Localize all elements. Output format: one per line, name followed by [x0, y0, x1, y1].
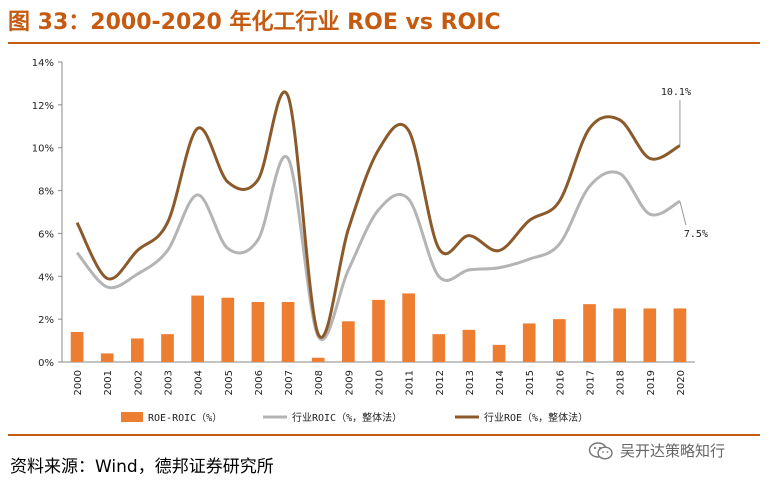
bar-roe-roic [221, 297, 235, 362]
legend-swatch-bar [121, 412, 143, 422]
bar-roe-roic [432, 334, 446, 362]
x-tick-label: 2000 [73, 370, 84, 395]
x-tick-label: 2014 [495, 370, 506, 395]
bar-roe-roic [251, 302, 265, 362]
bar-roe-roic [70, 332, 84, 362]
bar-roe-roic [553, 319, 566, 362]
bar-roe-roic [613, 308, 626, 362]
x-tick-label: 2019 [646, 370, 657, 395]
x-tick-label: 2006 [254, 370, 265, 395]
x-tick-label: 2009 [344, 370, 355, 395]
bar-roe-roic [522, 323, 536, 362]
source-rule [8, 434, 760, 436]
legend-label-roe-roic: ROE-ROIC（%） [148, 412, 222, 424]
y-tick-label: 10% [32, 144, 54, 155]
y-tick-label: 0% [38, 358, 54, 369]
x-tick-label: 2013 [465, 370, 476, 395]
watermark: 吴开达策略知行 [588, 440, 725, 461]
bar-roe-roic [583, 304, 596, 362]
source-note: 资料来源：Wind，德邦证券研究所 [10, 457, 274, 477]
x-tick-label: 2010 [375, 370, 386, 395]
legend-label-roic: 行业ROIC（%，整体法） [292, 411, 402, 424]
bar-roe-roic [281, 302, 295, 362]
x-tick-label: 2004 [194, 370, 205, 395]
bar-roe-roic [191, 295, 204, 362]
x-tick-label: 2003 [164, 370, 175, 395]
x-tick-label: 2008 [314, 370, 325, 395]
bar-roe-roic [402, 293, 415, 362]
bar-roe-roic [372, 299, 385, 362]
bar-roe-roic [643, 308, 657, 362]
y-tick-label: 8% [38, 187, 54, 198]
y-tick-label: 14% [32, 58, 54, 69]
x-tick-label: 2002 [133, 370, 144, 395]
line-roe [75, 90, 681, 339]
wechat-icon [588, 441, 613, 460]
bar-roe-roic [673, 308, 687, 362]
bar-roe-roic [131, 338, 144, 362]
x-tick-label: 2005 [224, 370, 235, 395]
bar-roe-roic [462, 329, 476, 362]
annotation-roe: 10.1% [661, 87, 691, 98]
x-tick-label: 2017 [586, 370, 597, 395]
y-tick-label: 6% [38, 229, 54, 240]
annotation-leader-roic [679, 201, 687, 226]
x-tick-label: 2012 [435, 370, 446, 395]
x-tick-label: 2015 [525, 370, 536, 395]
y-tick-label: 4% [38, 272, 54, 283]
bar-roe-roic [311, 357, 325, 362]
x-tick-label: 2011 [405, 370, 416, 395]
bar-roe-roic [161, 334, 174, 362]
watermark-text: 吴开达策略知行 [620, 442, 726, 460]
bar-roe-roic [492, 344, 506, 362]
x-tick-label: 2020 [676, 370, 687, 395]
x-tick-label: 2001 [103, 370, 114, 395]
line-roic [75, 154, 681, 341]
x-tick-label: 2018 [616, 370, 627, 395]
y-tick-label: 12% [32, 101, 54, 112]
legend-label-roe: 行业ROE（%，整体法） [484, 411, 588, 424]
annotation-roic: 7.5% [684, 229, 708, 240]
bar-roe-roic [100, 353, 114, 362]
y-tick-label: 2% [38, 315, 54, 326]
x-tick-label: 2007 [284, 370, 295, 395]
figure-title: 图 33：2000-2020 年化工行业 ROE vs ROIC [8, 10, 501, 35]
bar-roe-roic [342, 321, 355, 362]
x-tick-label: 2016 [555, 370, 566, 395]
title-rule [8, 42, 760, 44]
